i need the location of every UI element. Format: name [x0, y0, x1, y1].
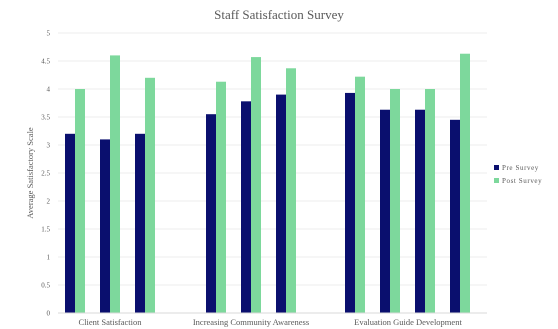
bar-pre-survey: [345, 92, 355, 313]
legend-label: Post Survey: [502, 177, 542, 185]
bar-post-survey: [216, 81, 226, 313]
gridlines: [58, 32, 487, 286]
y-tick-label: 4.5: [41, 58, 50, 66]
bar-post-survey: [145, 77, 155, 313]
y-tick-label: 0.5: [41, 282, 50, 290]
bar-pre-survey: [206, 114, 216, 313]
bar-pre-survey: [65, 133, 75, 313]
bar-post-survey: [251, 57, 261, 313]
bar-pre-survey: [241, 101, 251, 313]
bar-post-survey: [390, 89, 400, 313]
legend-label: Pre Survey: [502, 164, 539, 172]
bar-post-survey: [110, 55, 120, 314]
y-tick-label: 1.5: [41, 226, 50, 234]
category-label: Evaluation Guide Development: [354, 317, 462, 327]
chart-title: Staff Satisfaction Survey: [214, 7, 344, 22]
bar-post-survey: [355, 76, 365, 314]
bar-pre-survey: [450, 119, 460, 313]
legend-swatch: [494, 165, 499, 170]
bars: [65, 53, 470, 314]
y-tick-label: 3: [47, 142, 51, 150]
y-tick-label: 4: [47, 86, 51, 94]
y-tick-label: 3.5: [41, 114, 50, 122]
bar-post-survey: [75, 89, 85, 313]
y-tick-label: 1: [47, 254, 51, 262]
bar-post-survey: [425, 89, 435, 313]
bar-pre-survey: [276, 94, 286, 313]
y-tick-label: 2.5: [41, 170, 50, 178]
category-label: Increasing Community Awareness: [193, 317, 309, 327]
legend: Pre Survey Post Survey: [494, 164, 542, 185]
bar-pre-survey: [100, 139, 110, 313]
bar-pre-survey: [135, 133, 145, 313]
legend-swatch: [494, 178, 499, 183]
bar-post-survey: [286, 68, 296, 313]
bar-pre-survey: [415, 109, 425, 313]
category-labels: Client Satisfaction Increasing Community …: [78, 317, 462, 327]
y-axis-title: Average Satisfactory Scale: [25, 127, 35, 219]
y-tick-label: 2: [47, 198, 51, 206]
y-axis-ticks: 0 0.5 1 1.5 2 2.5 3 3.5 4 4.5 5: [41, 30, 50, 318]
bar-pre-survey: [380, 109, 390, 313]
bar-post-survey: [460, 53, 470, 313]
y-tick-label: 0: [47, 310, 51, 318]
category-label: Client Satisfaction: [78, 317, 142, 327]
y-tick-label: 5: [47, 30, 51, 38]
